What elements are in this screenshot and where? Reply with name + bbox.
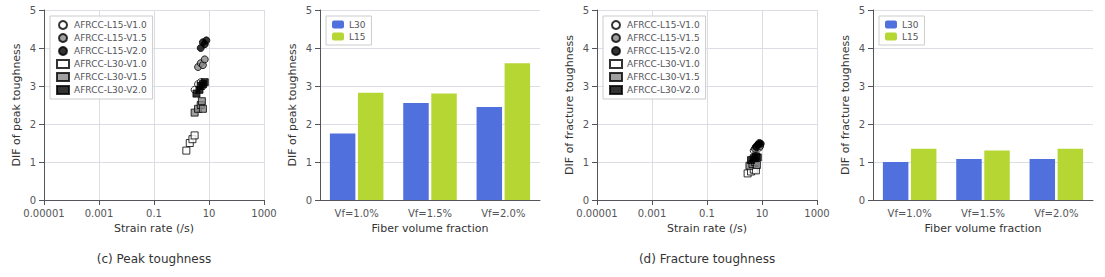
svg-text:(d) Fracture toughness: (d) Fracture toughness bbox=[639, 252, 775, 266]
svg-text:AFRCC-L30-V1.0: AFRCC-L30-V1.0 bbox=[74, 59, 147, 69]
svg-text:DIF of peak toughness: DIF of peak toughness bbox=[286, 43, 299, 166]
svg-text:Vf=2.0%: Vf=2.0% bbox=[1034, 208, 1078, 219]
svg-text:L15: L15 bbox=[349, 32, 365, 42]
svg-text:10: 10 bbox=[756, 208, 769, 219]
svg-text:Fiber volume fraction: Fiber volume fraction bbox=[925, 222, 1042, 235]
svg-text:0.1: 0.1 bbox=[699, 208, 715, 219]
svg-text:4: 4 bbox=[306, 43, 312, 54]
svg-text:L30: L30 bbox=[349, 20, 366, 30]
svg-text:Vf=1.5%: Vf=1.5% bbox=[408, 208, 452, 219]
svg-text:AFRCC-L30-V1.5: AFRCC-L30-V1.5 bbox=[74, 72, 147, 82]
svg-text:2: 2 bbox=[30, 119, 36, 130]
svg-text:1000: 1000 bbox=[251, 208, 276, 219]
svg-text:AFRCC-L30-V2.0: AFRCC-L30-V2.0 bbox=[74, 85, 147, 95]
svg-text:4: 4 bbox=[859, 43, 865, 54]
svg-text:AFRCC-L15-V1.0: AFRCC-L15-V1.0 bbox=[627, 20, 700, 30]
svg-text:4: 4 bbox=[30, 43, 36, 54]
svg-text:0: 0 bbox=[30, 195, 36, 206]
svg-text:DIF of fracture toughness: DIF of fracture toughness bbox=[563, 35, 576, 175]
svg-text:AFRCC-L15-V2.0: AFRCC-L15-V2.0 bbox=[74, 46, 147, 56]
svg-text:AFRCC-L30-V2.0: AFRCC-L30-V2.0 bbox=[627, 85, 700, 95]
svg-text:Vf=1.0%: Vf=1.0% bbox=[335, 208, 379, 219]
svg-text:Strain rate (/s): Strain rate (/s) bbox=[667, 222, 747, 235]
svg-text:AFRCC-L15-V2.0: AFRCC-L15-V2.0 bbox=[627, 46, 700, 56]
svg-text:5: 5 bbox=[30, 5, 36, 16]
svg-text:0.1: 0.1 bbox=[146, 208, 162, 219]
svg-text:AFRCC-L15-V1.5: AFRCC-L15-V1.5 bbox=[74, 33, 147, 43]
svg-text:5: 5 bbox=[859, 5, 865, 16]
svg-text:2: 2 bbox=[859, 119, 865, 130]
svg-text:Vf=1.5%: Vf=1.5% bbox=[961, 208, 1005, 219]
svg-text:1: 1 bbox=[306, 157, 312, 168]
svg-text:3: 3 bbox=[306, 81, 312, 92]
svg-text:DIF of fracture toughness: DIF of fracture toughness bbox=[839, 35, 852, 175]
svg-text:AFRCC-L15-V1.5: AFRCC-L15-V1.5 bbox=[627, 33, 700, 43]
svg-text:5: 5 bbox=[306, 5, 312, 16]
svg-text:3: 3 bbox=[30, 81, 36, 92]
svg-text:(c) Peak toughness: (c) Peak toughness bbox=[97, 252, 211, 266]
svg-text:1: 1 bbox=[859, 157, 865, 168]
svg-text:L15: L15 bbox=[902, 32, 918, 42]
svg-text:L30: L30 bbox=[902, 20, 919, 30]
svg-text:4: 4 bbox=[583, 43, 589, 54]
svg-text:0.001: 0.001 bbox=[85, 208, 114, 219]
svg-text:DIF of peak toughness: DIF of peak toughness bbox=[10, 43, 23, 166]
svg-text:1: 1 bbox=[583, 157, 589, 168]
svg-text:0: 0 bbox=[306, 195, 312, 206]
svg-text:0: 0 bbox=[859, 195, 865, 206]
svg-text:AFRCC-L30-V1.0: AFRCC-L30-V1.0 bbox=[627, 59, 700, 69]
svg-text:5: 5 bbox=[583, 5, 589, 16]
svg-text:0.00001: 0.00001 bbox=[576, 208, 617, 219]
svg-text:1: 1 bbox=[30, 157, 36, 168]
svg-text:0.00001: 0.00001 bbox=[23, 208, 64, 219]
svg-text:0.001: 0.001 bbox=[638, 208, 667, 219]
svg-text:0: 0 bbox=[583, 195, 589, 206]
svg-text:Fiber volume fraction: Fiber volume fraction bbox=[372, 222, 489, 235]
svg-text:Vf=1.0%: Vf=1.0% bbox=[888, 208, 932, 219]
svg-text:1000: 1000 bbox=[804, 208, 829, 219]
svg-text:2: 2 bbox=[306, 119, 312, 130]
svg-text:3: 3 bbox=[583, 81, 589, 92]
svg-text:3: 3 bbox=[859, 81, 865, 92]
svg-text:Strain rate (/s): Strain rate (/s) bbox=[114, 222, 194, 235]
svg-text:AFRCC-L30-V1.5: AFRCC-L30-V1.5 bbox=[627, 72, 700, 82]
svg-text:10: 10 bbox=[203, 208, 216, 219]
svg-text:AFRCC-L15-V1.0: AFRCC-L15-V1.0 bbox=[74, 20, 147, 30]
svg-text:2: 2 bbox=[583, 119, 589, 130]
svg-text:Vf=2.0%: Vf=2.0% bbox=[481, 208, 525, 219]
